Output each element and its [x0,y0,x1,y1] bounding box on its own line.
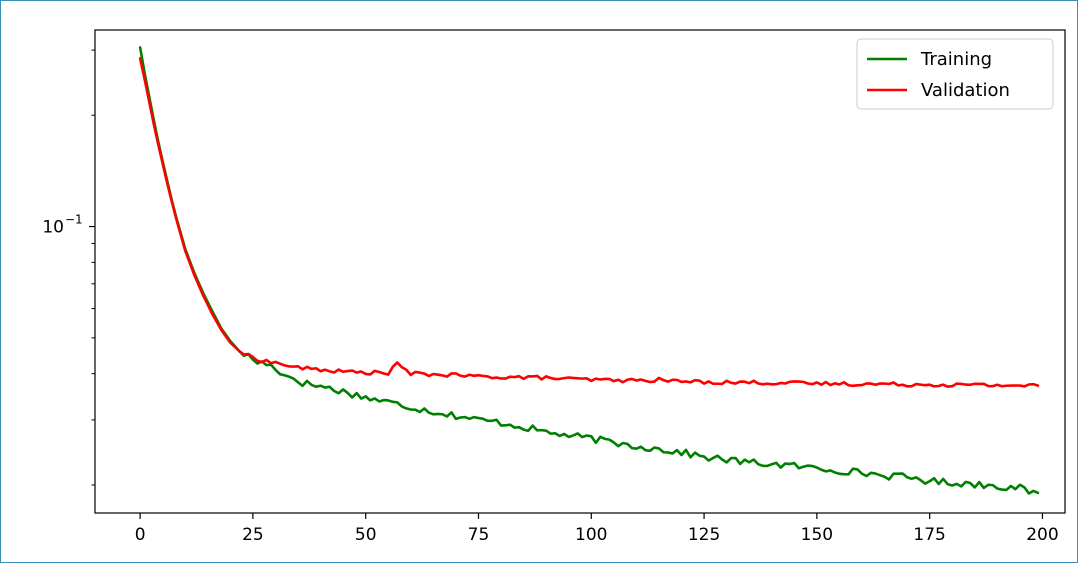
axis-ticks: 0 25 50 75 100 125 150 175 200 10 −1 [42,49,1059,545]
plot-area-frame [94,29,1066,514]
series-line-validation [138,57,1040,388]
y-tick-label-base: 10 [42,218,64,238]
series-line-training [138,46,1040,495]
x-tick-label: 200 [1026,525,1058,545]
legend-label: Training [920,49,992,70]
legend-label: Validation [921,80,1010,101]
y-tick-label-exponent: −1 [65,213,83,227]
y-tick-label: 10 [42,218,64,238]
x-tick-label: 100 [575,525,607,545]
series-lines [138,46,1040,495]
x-tick-label: 25 [242,525,264,545]
x-tick-label: 175 [913,525,945,545]
x-tick-label: 125 [688,525,720,545]
x-tick-label: 150 [801,525,833,545]
x-tick-label: 75 [468,525,490,545]
x-tick-label: 0 [135,525,146,545]
legend: Training Validation [856,38,1054,110]
x-tick-label: 50 [355,525,377,545]
legend-box [856,38,1054,110]
